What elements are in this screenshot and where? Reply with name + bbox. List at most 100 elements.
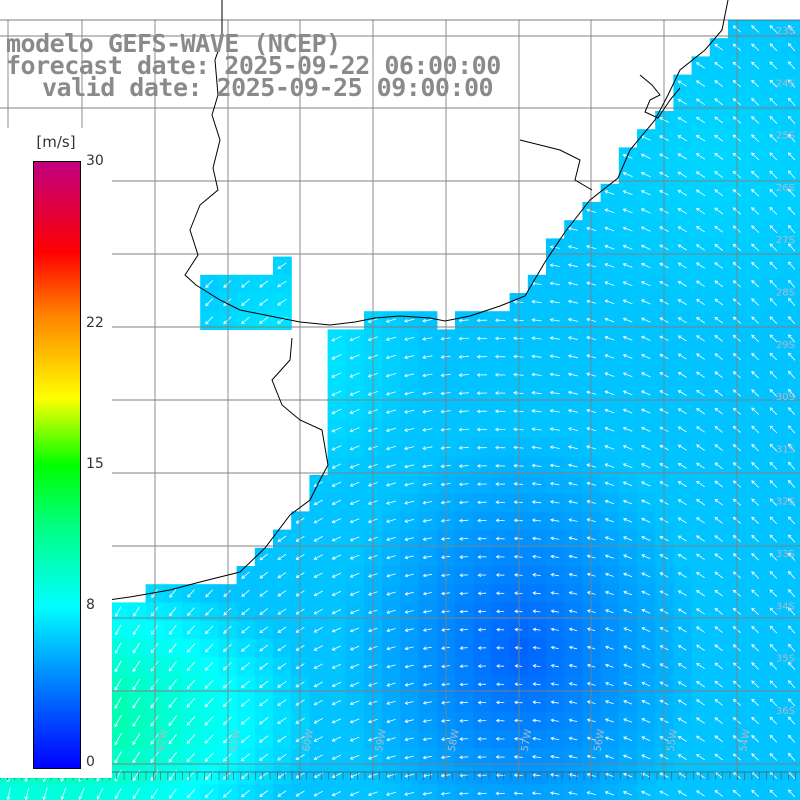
wind-cell: [109, 730, 128, 749]
wind-cell: [564, 784, 583, 800]
colorbar-tick-label: 15: [86, 457, 104, 471]
wind-cell: [109, 712, 128, 731]
wind-cell: [255, 784, 274, 800]
wind-cell: [273, 257, 292, 276]
wind-cell: [309, 693, 328, 712]
colorbar-tick-label: 8: [86, 598, 95, 612]
wind-cell: [746, 784, 765, 800]
wind-cell: [783, 56, 800, 75]
wind-cell: [328, 420, 347, 439]
colorbar-tick-label: 0: [86, 755, 95, 769]
wind-cell: [273, 293, 292, 312]
wind-cell: [364, 784, 383, 800]
wind-cell: [237, 275, 256, 294]
wind-cell: [237, 566, 256, 585]
latitude-label: 33S: [776, 549, 795, 560]
wind-cell: [309, 548, 328, 567]
wind-cell: [783, 147, 800, 166]
wind-cell: [200, 712, 219, 731]
wind-cell: [783, 420, 800, 439]
wind-cell: [783, 166, 800, 185]
wind-cell: [528, 784, 547, 800]
wind-cell: [200, 584, 219, 603]
wind-cell: [783, 475, 800, 494]
wind-cell: [400, 784, 419, 800]
wind-cell: [728, 784, 747, 800]
wind-cell: [655, 784, 674, 800]
wind-cell: [182, 657, 201, 676]
wind-cell: [273, 712, 292, 731]
wind-cell: [237, 712, 256, 731]
wind-cell: [109, 693, 128, 712]
latitude-label: 23S: [776, 26, 795, 37]
wind-cell: [309, 511, 328, 530]
wind-cell: [109, 766, 128, 785]
wind-cell: [783, 93, 800, 112]
wind-cell: [783, 257, 800, 276]
wind-cell: [182, 784, 201, 800]
wind-cell: [255, 293, 274, 312]
wind-cell: [673, 784, 692, 800]
wind-cell: [237, 766, 256, 785]
wind-cell: [309, 712, 328, 731]
wind-cell: [182, 730, 201, 749]
wind-cell: [273, 548, 292, 567]
uruguay-river-outline: [520, 140, 592, 190]
wind-cell: [182, 712, 201, 731]
wind-speed-field: [0, 20, 800, 800]
wind-cell: [164, 621, 183, 640]
wind-cell: [273, 657, 292, 676]
wind-cell: [200, 621, 219, 640]
wind-cell: [182, 639, 201, 658]
wind-cell: [291, 712, 310, 731]
colorbar-tick-label: 22: [86, 316, 104, 330]
wind-cell: [200, 639, 219, 658]
wind-cell: [255, 566, 274, 585]
wind-cell: [127, 712, 146, 731]
wind-cell: [291, 639, 310, 658]
wind-cell: [291, 566, 310, 585]
wind-cell: [419, 784, 438, 800]
wind-cell: [783, 511, 800, 530]
wind-cell: [146, 784, 165, 800]
wind-cell: [255, 275, 274, 294]
wind-cell: [291, 621, 310, 640]
wind-cell: [218, 784, 237, 800]
wind-cell: [200, 730, 219, 749]
wind-cell: [200, 766, 219, 785]
wind-cell: [237, 639, 256, 658]
wind-cell: [109, 657, 128, 676]
wind-cell: [764, 784, 783, 800]
latitude-label: 27S: [776, 235, 795, 246]
wind-cell: [182, 693, 201, 712]
wind-cell: [255, 639, 274, 658]
wind-cell: [127, 693, 146, 712]
wind-cell: [291, 784, 310, 800]
colorbar-unit: [m/s]: [32, 131, 80, 153]
wind-cell: [710, 784, 729, 800]
wind-cell: [273, 275, 292, 294]
wind-cell: [637, 784, 656, 800]
wind-cell: [783, 784, 800, 800]
latitude-label: 36S: [776, 706, 795, 717]
colorbar-tick-label: 30: [86, 154, 104, 168]
wind-cell: [200, 293, 219, 312]
wind-cell: [255, 712, 274, 731]
latitude-label: 31S: [776, 444, 795, 455]
wind-cell: [164, 766, 183, 785]
colorbar: [33, 161, 81, 769]
wind-cell: [309, 584, 328, 603]
wind-cell: [164, 712, 183, 731]
wind-cell: [127, 766, 146, 785]
wind-cell: [127, 639, 146, 658]
wind-cell: [328, 784, 347, 800]
latitude-label: 24S: [776, 78, 795, 89]
wind-cell: [273, 621, 292, 640]
latitude-label: 30S: [776, 392, 795, 403]
wind-cell: [455, 784, 474, 800]
wind-cell: [109, 639, 128, 658]
wind-cell: [127, 730, 146, 749]
wind-cell: [237, 657, 256, 676]
